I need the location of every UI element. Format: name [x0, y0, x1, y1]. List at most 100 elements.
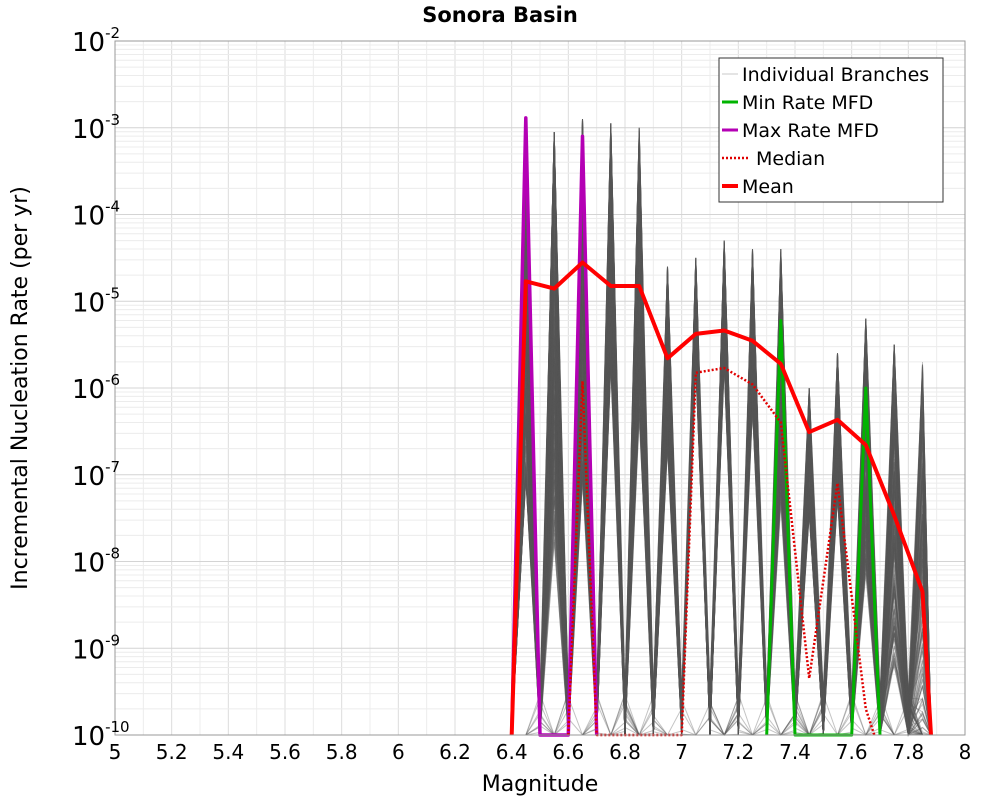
branch-line	[511, 124, 932, 736]
branch-line	[511, 124, 932, 736]
y-axis-label: Incremental Nucleation Rate (per yr)	[8, 186, 33, 590]
branch-line	[511, 126, 932, 736]
branch-line	[511, 248, 932, 736]
branch-line	[511, 119, 932, 736]
grid	[114, 41, 966, 736]
y-tick-label: 10-6	[72, 371, 120, 405]
branch-line	[511, 136, 932, 736]
y-axis-ticks: 10-10 10-9 10-8 10-7 10-6 10-5 10-4 10-3 10-2	[72, 24, 130, 752]
branch-line	[511, 127, 932, 736]
branch-line	[511, 119, 932, 736]
x-tick-label: 5.4	[212, 740, 244, 764]
branch-line	[511, 253, 932, 736]
y-tick-label: 10-2	[72, 24, 120, 58]
branch-line	[511, 174, 932, 736]
branch-line	[511, 183, 931, 736]
branch-line	[511, 177, 931, 736]
legend-label: Max Rate MFD	[742, 120, 879, 142]
branch-line	[511, 125, 932, 736]
branch-line	[511, 200, 932, 736]
branch-line	[511, 132, 931, 736]
x-tick-label: 5	[109, 740, 122, 764]
legend-label: Individual Branches	[742, 64, 929, 86]
branch-line	[511, 195, 931, 736]
branch-line	[511, 132, 931, 736]
y-tick-label: 10-10	[72, 718, 130, 752]
y-tick-label: 10-9	[72, 631, 120, 665]
branch-line	[511, 228, 931, 736]
legend-label: Median	[756, 148, 825, 170]
series-line-median	[567, 366, 876, 737]
branch-line	[511, 239, 932, 736]
branch-line	[511, 138, 932, 736]
branch-line	[511, 144, 932, 736]
legend-label: Mean	[742, 176, 794, 198]
branch-line	[511, 133, 932, 736]
branch-line	[511, 223, 932, 736]
branch-line	[511, 123, 931, 736]
branch-line	[511, 174, 932, 736]
x-tick-label: 7.6	[836, 740, 868, 764]
branch-line	[511, 293, 932, 736]
x-tick-label: 6.4	[496, 740, 528, 764]
y-tick-label: 10-5	[72, 284, 120, 318]
branch-line	[511, 211, 932, 736]
branch-line	[511, 163, 931, 736]
branch-line	[511, 223, 932, 736]
branch-line	[511, 170, 931, 736]
branch-line	[511, 132, 931, 737]
branch-line	[511, 119, 931, 736]
x-tick-label: 6.2	[439, 740, 471, 764]
y-tick-label: 10-4	[72, 198, 120, 232]
branch-line	[511, 276, 931, 736]
branch-line	[511, 164, 932, 736]
branch-line	[511, 241, 932, 736]
branch-line	[511, 251, 931, 737]
branch-line	[511, 132, 932, 737]
branch-line	[511, 133, 931, 736]
branch-line	[511, 134, 932, 737]
branch-line	[511, 163, 932, 737]
branch-line	[511, 243, 932, 736]
branch-line	[511, 158, 932, 736]
x-axis-ticks: 5 5.2 5.4 5.6 5.8 6 6.2 6.4 6.6 6.8 7 7.2 7.4 7.6 7.8 8	[109, 740, 972, 764]
y-tick-label: 10-7	[72, 458, 120, 492]
x-tick-label: 5.6	[269, 740, 301, 764]
branch-line	[511, 226, 932, 736]
x-tick-label: 6.8	[609, 740, 641, 764]
branch-line	[511, 169, 932, 736]
series-line-mean	[509, 260, 933, 736]
branch-line	[511, 163, 932, 736]
plot-frame	[114, 40, 966, 736]
branch-line	[511, 166, 932, 736]
branch-line	[511, 132, 932, 736]
y-tick-label: 10-8	[72, 545, 120, 579]
branch-line	[511, 119, 932, 736]
branch-line	[511, 184, 932, 736]
x-tick-label: 7.8	[892, 740, 924, 764]
chart-title: Sonora Basin	[422, 3, 578, 27]
branch-line	[511, 133, 932, 736]
branch-line	[511, 137, 931, 736]
x-tick-label: 6	[392, 740, 405, 764]
x-tick-label: 8	[959, 740, 972, 764]
x-tick-label: 5.8	[326, 740, 358, 764]
legend-box	[718, 57, 944, 203]
branch-line	[511, 174, 932, 736]
branch-line	[511, 150, 932, 736]
x-tick-label: 6.6	[552, 740, 584, 764]
branch-line	[511, 146, 932, 736]
branch-line	[511, 132, 932, 736]
branch-line	[511, 247, 932, 736]
branch-line	[511, 134, 932, 736]
branch-line	[511, 137, 932, 736]
branch-line	[511, 158, 932, 736]
y-tick-label: 10-3	[72, 111, 120, 145]
legend: Individual Branches Min Rate MFD Max Rate …	[718, 57, 944, 203]
branch-line	[511, 119, 932, 737]
branch-line	[511, 127, 932, 736]
branch-line	[511, 123, 932, 736]
branch-line	[511, 123, 932, 736]
